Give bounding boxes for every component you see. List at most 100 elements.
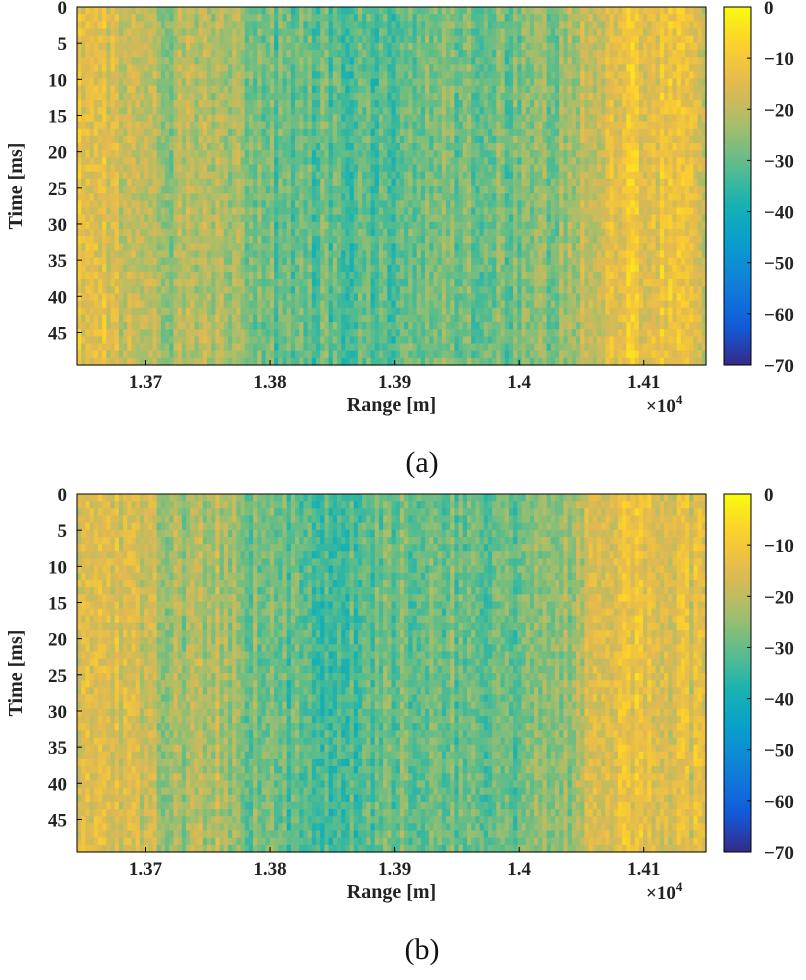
heatmap-cell [437,157,443,166]
heatmap-cell [437,49,443,58]
heatmap-cell [274,236,279,244]
heatmap-cell [265,221,271,230]
heatmap-cell [454,193,460,201]
heatmap-cell [466,100,472,108]
heatmap-cell [383,157,388,166]
heatmap-cell [248,257,254,266]
heatmap-cell [253,114,258,123]
heatmap-cell [236,164,242,173]
heatmap-cell [81,336,86,345]
heatmap-cell [181,71,187,80]
heatmap-cell [165,214,170,223]
heatmap-cell [244,35,250,44]
heatmap-cell [437,336,443,345]
heatmap-cell [454,300,460,309]
heatmap-cell [169,279,175,287]
heatmap-cell [278,107,284,115]
heatmap-cell [483,286,489,294]
heatmap-cell [77,85,82,94]
heatmap-cell [232,164,237,173]
heatmap-cell [223,85,229,94]
heatmap-cell [303,28,309,37]
heatmap-cell [282,221,288,230]
heatmap-cell [345,293,351,302]
heatmap-cell [483,128,489,137]
heatmap-cell [123,49,128,58]
heatmap-cell [223,200,229,209]
heatmap-cell [412,85,418,94]
heatmap-cell [77,264,82,273]
heatmap-cell [89,221,95,230]
heatmap-cell [139,314,145,323]
heatmap-cell [152,329,158,337]
heatmap-cell [282,193,288,201]
heatmap-cell [370,71,376,80]
heatmap-cell [349,236,355,244]
heatmap-cell [186,200,191,209]
heatmap-cell [131,221,137,230]
heatmap-cell [466,271,472,280]
heatmap-cell [433,42,439,51]
heatmap-cell [441,250,447,259]
heatmap-cell [97,186,103,194]
heatmap-cell [290,57,296,65]
heatmap-cell [186,221,191,230]
heatmap-cell [471,286,476,294]
heatmap-cell [89,357,95,366]
heatmap-cell [349,300,355,309]
heatmap-cell [487,214,493,223]
heatmap-cell [244,286,250,294]
heatmap-cell [127,186,133,194]
heatmap-cell [274,329,279,337]
heatmap-cell [391,207,397,216]
heatmap-cell [198,21,204,30]
heatmap-cell [206,42,212,51]
heatmap-cell [307,322,313,330]
heatmap-cell [479,178,485,187]
heatmap-cell [487,92,493,101]
heatmap-cell [479,164,485,173]
heatmap-cell [261,357,267,366]
heatmap-cell [269,143,275,151]
heatmap-cell [378,250,384,259]
heatmap-cell [282,236,288,244]
heatmap-cell [169,286,175,294]
heatmap-cell [215,157,221,166]
heatmap-cell [202,193,208,201]
heatmap-cell [156,329,162,337]
heatmap-cell [139,49,145,58]
heatmap-cell [492,64,497,73]
heatmap-cell [181,307,187,316]
heatmap-cell [391,28,397,37]
heatmap-cell [181,343,187,352]
heatmap-cell [215,343,221,352]
heatmap-cell [420,279,426,287]
heatmap-cell [211,343,216,352]
heatmap-cell [492,243,497,252]
heatmap-cell [437,178,443,187]
heatmap-cell [383,250,388,259]
heatmap-cell [93,314,99,323]
heatmap-cell [316,314,321,323]
heatmap-cell [102,307,107,316]
heatmap-cell [471,200,476,209]
heatmap-cell [165,314,170,323]
heatmap-cell [466,42,472,51]
heatmap-cell [240,264,246,273]
heatmap-cell [483,85,489,94]
heatmap-cell [391,178,397,187]
heatmap-cell [341,21,346,30]
heatmap-cell [110,314,116,323]
heatmap-cell [144,236,149,244]
heatmap-cell [332,207,338,216]
heatmap-cell [378,257,384,266]
heatmap-cell [404,357,409,366]
heatmap-cell [215,221,221,230]
heatmap-cell [345,128,351,137]
heatmap-cell [131,107,137,115]
heatmap-cell [349,186,355,194]
heatmap-cell [219,64,225,73]
heatmap-cell [152,157,158,166]
heatmap-cell [492,85,497,94]
heatmap-cell [114,300,120,309]
